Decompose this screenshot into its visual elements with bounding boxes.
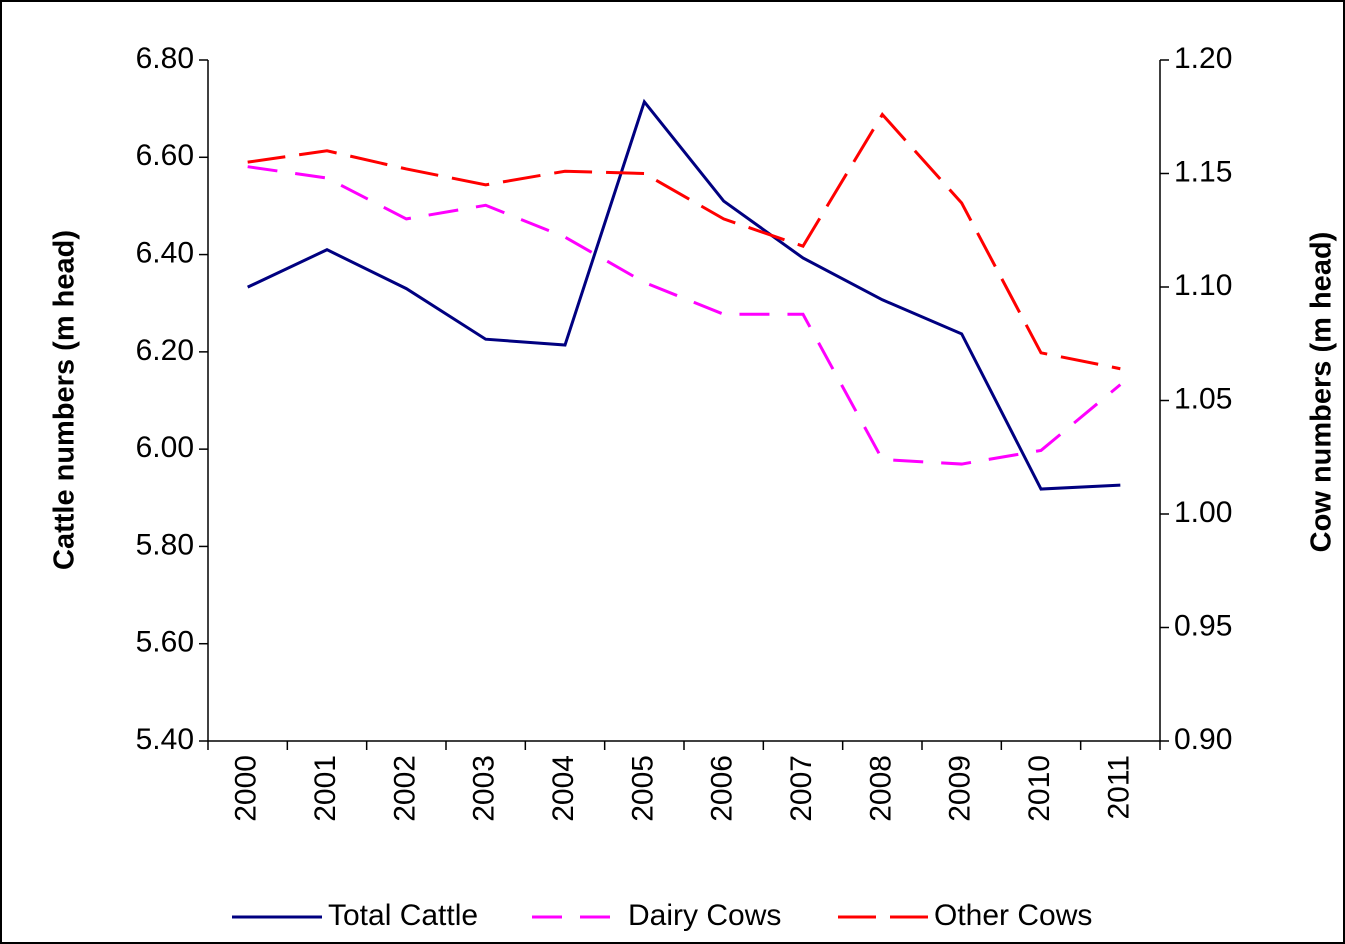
y2-tick-label: 0.95 — [1174, 609, 1232, 642]
x-tick-label: 2008 — [864, 755, 897, 822]
series-line — [247, 111, 1121, 371]
x-tick-label: 2010 — [1023, 755, 1056, 822]
legend-label: Other Cows — [934, 899, 1092, 932]
x-tick-label: 2003 — [468, 755, 501, 822]
legend-label: Total Cattle — [328, 899, 478, 932]
y-tick-label: 6.40 — [136, 236, 194, 269]
y-tick-label: 6.60 — [136, 139, 194, 172]
y2-tick-label: 0.90 — [1174, 723, 1232, 756]
y-tick-label: 6.80 — [136, 42, 194, 75]
x-tick-label: 2000 — [230, 755, 263, 822]
series-line — [247, 98, 1121, 491]
x-tick-label: 2001 — [309, 755, 342, 822]
y-tick-label: 5.80 — [136, 528, 194, 561]
y-tick-label: 5.60 — [136, 626, 194, 659]
y-axis-label: Cattle numbers (m head) — [49, 230, 81, 570]
y-tick-label: 6.00 — [136, 431, 194, 464]
x-tick-label: 2009 — [944, 755, 977, 822]
x-tick-label: 2005 — [626, 755, 659, 822]
y2-tick-label: 1.10 — [1174, 269, 1232, 302]
y2-axis-label: Cow numbers (m head) — [1306, 232, 1338, 553]
x-tick-label: 2007 — [785, 755, 818, 822]
x-tick-label: 2011 — [1102, 755, 1135, 820]
x-tick-label: 2006 — [706, 755, 739, 822]
y2-tick-label: 1.15 — [1174, 155, 1232, 188]
legend-label: Dairy Cows — [628, 899, 781, 932]
series-line — [247, 165, 1122, 466]
y-tick-label: 6.20 — [136, 334, 194, 367]
x-tick-label: 2002 — [388, 755, 421, 822]
x-tick-label: 2004 — [547, 755, 580, 822]
y2-tick-label: 1.20 — [1174, 42, 1232, 75]
y2-tick-label: 1.00 — [1174, 496, 1232, 529]
y2-tick-label: 1.05 — [1174, 382, 1232, 415]
y-tick-label: 5.40 — [136, 723, 194, 756]
